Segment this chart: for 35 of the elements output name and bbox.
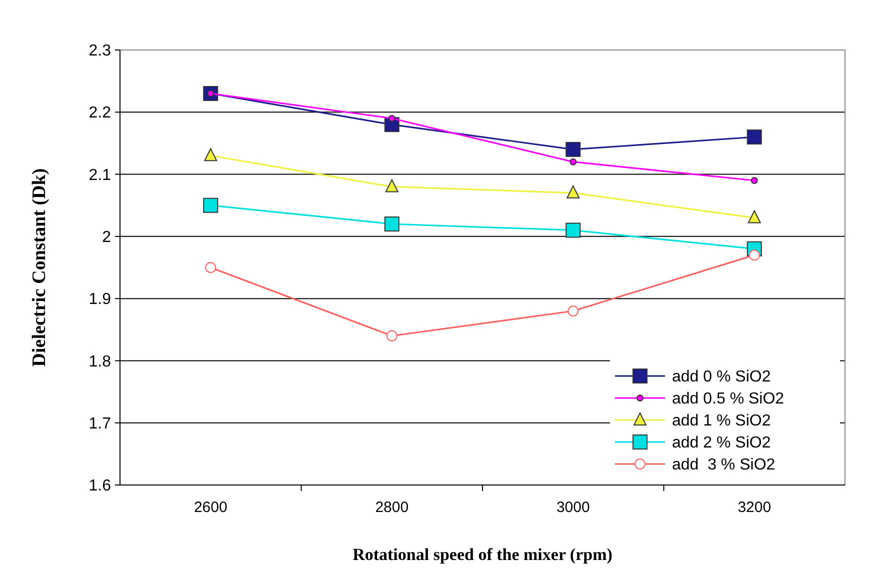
y-tick-label: 2.1	[88, 166, 112, 184]
legend-label: add 2 % SiO2	[672, 434, 771, 452]
x-tick-label: 3200	[738, 499, 772, 516]
y-axis-title: Dielectric Constant (Dk)	[29, 168, 50, 367]
legend-label: add 1 % SiO2	[672, 412, 771, 430]
y-tick-label: 2.2	[88, 104, 112, 122]
point	[388, 114, 396, 122]
point	[385, 179, 398, 192]
y-tick-label: 2	[102, 229, 112, 246]
point	[570, 158, 577, 166]
y-tick-label: 1.6	[88, 478, 112, 495]
y-tick-label: 2.3	[88, 42, 112, 60]
point	[566, 222, 581, 238]
x-tick-label: 2800	[375, 499, 409, 516]
point	[384, 216, 400, 232]
x-axis-title: Rotational speed of the mixer (rpm)	[352, 545, 612, 564]
point	[746, 130, 762, 144]
x-tick-label: 3000	[556, 499, 590, 516]
x-tick-label: 2600	[194, 499, 228, 516]
point	[386, 330, 398, 342]
y-tick-label: 1.7	[88, 415, 112, 432]
legend-label: add 0 % SiO2	[672, 368, 771, 386]
y-tick-label: 1.9	[88, 291, 112, 308]
point	[748, 210, 761, 224]
y-tick-label: 1.8	[88, 353, 112, 370]
point	[750, 177, 758, 184]
point	[566, 185, 580, 198]
point	[204, 148, 218, 162]
point	[748, 250, 760, 261]
point	[205, 262, 216, 273]
point	[568, 306, 579, 316]
legend-label: add 3 % SiO2	[672, 456, 776, 474]
point	[203, 198, 218, 213]
legend-label: add 0.5 % SiO2	[672, 390, 784, 408]
point	[566, 142, 581, 157]
